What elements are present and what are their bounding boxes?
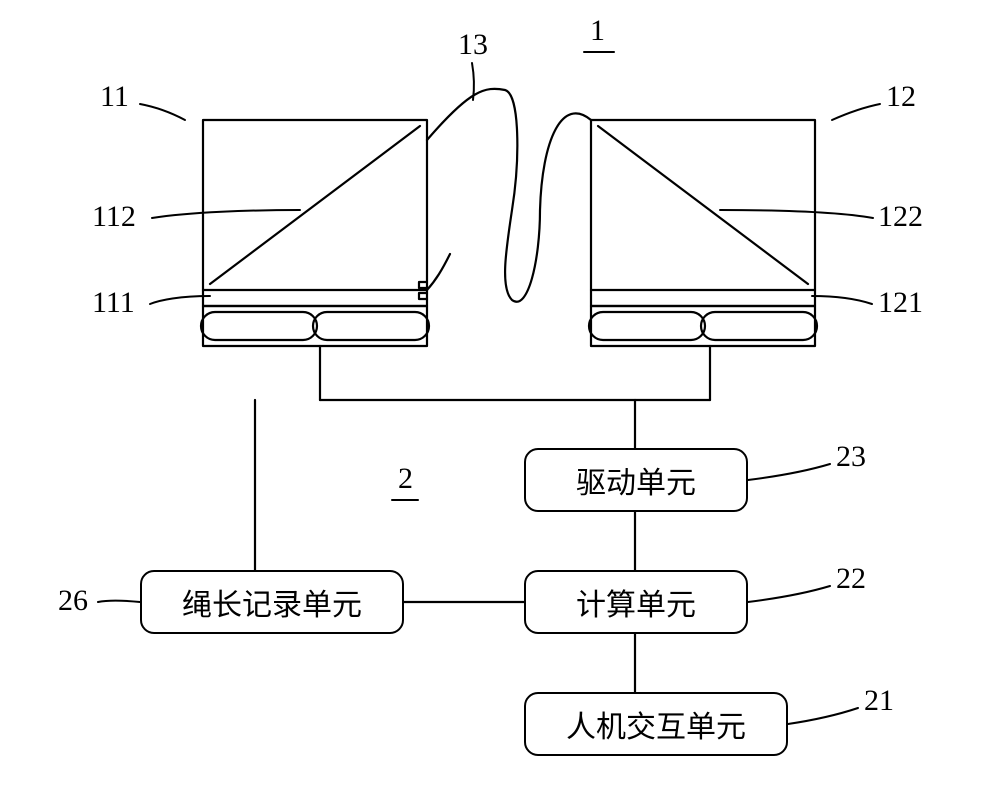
label-26: 26 (58, 584, 88, 618)
hmi-unit-label: 人机交互单元 (566, 702, 746, 746)
label-122: 122 (878, 200, 923, 234)
label-21: 21 (864, 684, 894, 718)
label-111: 111 (92, 286, 135, 320)
drive-unit-box: 驱动单元 (524, 448, 748, 512)
calc-unit-label: 计算单元 (576, 580, 696, 624)
label-112: 112 (92, 200, 136, 234)
label-1: 1 (590, 14, 605, 48)
label-2: 2 (398, 462, 413, 496)
label-22: 22 (836, 562, 866, 596)
label-121: 121 (878, 286, 923, 320)
rope-unit-box: 绳长记录单元 (140, 570, 404, 634)
hmi-unit-box: 人机交互单元 (524, 692, 788, 756)
label-13: 13 (458, 28, 488, 62)
rope-unit-label: 绳长记录单元 (182, 580, 362, 624)
diagram-svg (0, 0, 1000, 811)
calc-unit-box: 计算单元 (524, 570, 748, 634)
label-12: 12 (886, 80, 916, 114)
label-23: 23 (836, 440, 866, 474)
diagram-canvas: 1 13 11 12 112 122 111 121 2 23 22 21 26… (0, 0, 1000, 811)
drive-unit-label: 驱动单元 (576, 458, 696, 502)
label-11: 11 (100, 80, 129, 114)
